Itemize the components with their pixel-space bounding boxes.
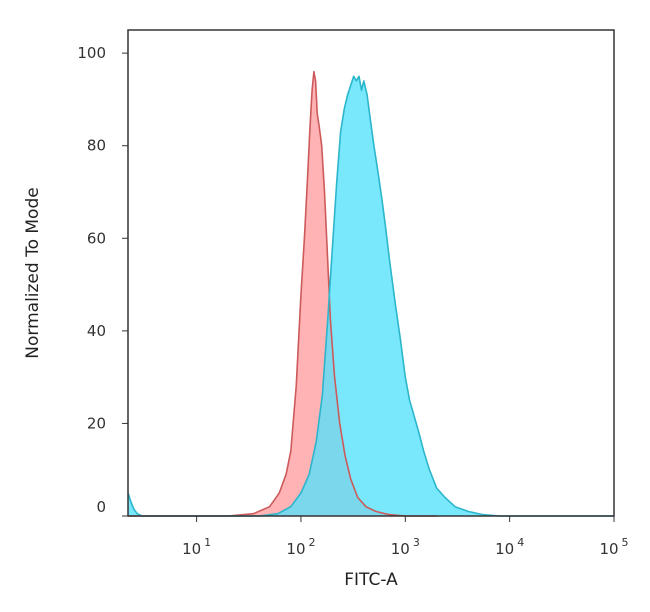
y-tick-label: 40	[87, 322, 106, 340]
x-tick-label: 10 3	[391, 536, 420, 558]
x-tick-label: 10 4	[495, 536, 524, 558]
y-tick-label: 80	[87, 137, 106, 155]
plot-frame	[127, 29, 615, 517]
series-layer	[127, 70, 614, 517]
y-axis-title: Normalized To Mode	[23, 187, 43, 358]
x-tick-label: 10 2	[286, 536, 315, 558]
tick-layer: 0 20 40 60 80 100 10 1 10 2 10 3 10 4 10 5	[77, 44, 628, 558]
y-tick-label: 0	[96, 498, 106, 516]
y-tick-label: 100	[77, 44, 106, 62]
x-tick-label: 10 1	[182, 536, 211, 558]
series-2-area	[128, 76, 614, 517]
y-tick-label: 60	[87, 229, 106, 247]
series-1-outline	[128, 70, 437, 517]
x-tick-label: 10 5	[599, 536, 628, 558]
series-2-outline	[127, 75, 614, 517]
y-tick-label: 20	[87, 414, 106, 432]
x-axis-title: FITC-A	[344, 570, 398, 590]
